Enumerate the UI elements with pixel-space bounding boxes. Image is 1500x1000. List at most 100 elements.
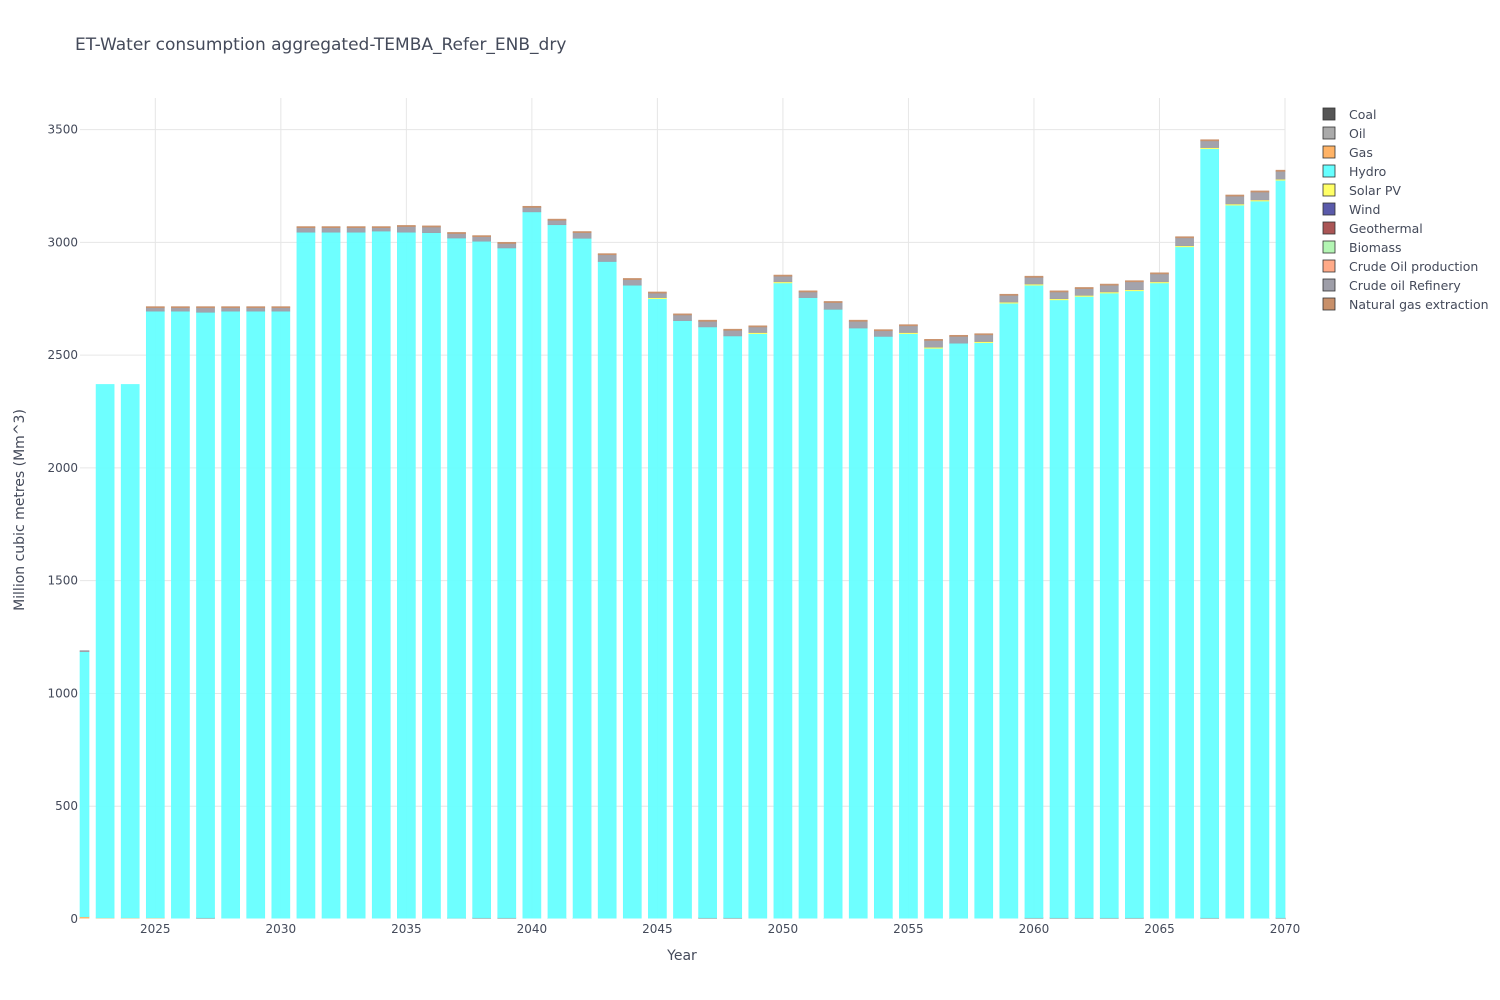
bar-hydro-2040: [522, 211, 542, 920]
legend-item-wind[interactable]: Wind: [1322, 202, 1380, 217]
legend-swatch: [1322, 202, 1336, 216]
x-tick-label: 2055: [893, 922, 924, 936]
bar-natural-gas-extraction-2038: [472, 235, 492, 238]
y-tick-label: 1500: [47, 574, 78, 588]
bar-crude-oil-refinery-2062: [1074, 288, 1094, 296]
bar-natural-gas-extraction-2044: [622, 278, 642, 280]
bar-crude-oil-refinery-2041: [547, 219, 567, 226]
legend-label: Crude oil Refinery: [1349, 278, 1461, 293]
bar-crude-oil-refinery-2057: [949, 336, 968, 344]
bar-hydro-2064: [1125, 290, 1144, 919]
legend-swatch: [1322, 107, 1336, 121]
bar-crude-oil-refinery-2027: [196, 307, 215, 313]
x-tick-label: 2070: [1270, 922, 1301, 936]
bar-hydro-2055: [899, 333, 918, 920]
bar-crude-oil-refinery-2045: [648, 292, 667, 298]
bar-natural-gas-extraction-2060: [1024, 275, 1044, 278]
x-axis-ticks: 2025 2030 2035 2040 2045 2050 2055 2060 2065 2070: [140, 922, 1300, 936]
legend-label: Oil: [1349, 126, 1366, 141]
bar-natural-gas-extraction-2043: [597, 253, 617, 256]
legend-item-hydro[interactable]: Hydro: [1322, 164, 1386, 179]
bar-crude-oil-refinery-2029: [246, 307, 266, 312]
bar-crude-oil-refinery-2056: [924, 340, 943, 348]
y-tick-label: 500: [55, 799, 78, 813]
y-tick-label: 3000: [47, 235, 78, 249]
bar-crude-oil-refinery-2046: [673, 314, 692, 321]
bar-hydro-2065: [1150, 282, 1169, 920]
bar-natural-gas-extraction-2045: [648, 291, 667, 294]
y-tick-label: 0: [70, 912, 78, 926]
bar-natural-gas-extraction-2054: [873, 329, 893, 332]
bar-hydro-2037: [447, 237, 466, 919]
bar-hydro-2067: [1200, 148, 1220, 919]
legend-item-geothermal[interactable]: Geothermal: [1322, 221, 1423, 236]
bar-crude-oil-refinery-2025: [145, 307, 165, 312]
bar-crude-oil-refinery-2035: [397, 226, 416, 233]
legend-item-coal[interactable]: Coal: [1322, 107, 1377, 122]
bar-natural-gas-extraction-2042: [572, 231, 592, 233]
legend-label: Solar PV: [1349, 183, 1401, 198]
x-tick-label: 2025: [140, 922, 171, 936]
bar-crude-oil-refinery-2039: [497, 243, 517, 249]
legend-label: Gas: [1349, 145, 1373, 160]
legend-swatch: [1322, 164, 1336, 178]
bar-crude-oil-refinery-2055: [899, 325, 918, 333]
bar-crude-oil-refinery-2030: [271, 307, 291, 312]
bar-hydro-2069: [1250, 200, 1270, 919]
bar-crude-oil-refinery-2065: [1150, 273, 1169, 283]
bar-crude-oil-refinery-2032: [321, 227, 341, 233]
bar-natural-gas-extraction-2036: [422, 225, 441, 228]
legend-item-oil[interactable]: Oil: [1322, 126, 1366, 141]
bar-hydro-2025: [145, 310, 165, 919]
bar-hydro-2041: [547, 224, 567, 919]
bar-natural-gas-extraction-2026: [171, 306, 190, 309]
bar-natural-gas-extraction-2025: [145, 306, 165, 309]
bar-natural-gas-extraction-2068: [1225, 194, 1245, 197]
bar-hydro-2033: [346, 231, 366, 920]
bar-hydro-2063: [1099, 292, 1119, 919]
bar-crude-oil-refinery-2048: [723, 330, 743, 337]
bar-hydro-2022: [79, 651, 90, 918]
bar-natural-gas-extraction-2030: [271, 306, 291, 309]
bar-natural-gas-extraction-2056: [924, 339, 943, 341]
bar-crude-oil-refinery-2061: [1049, 291, 1069, 300]
legend-item-natural-gas-extraction[interactable]: Natural gas extraction: [1322, 297, 1489, 312]
legend-item-solar-pv[interactable]: Solar PV: [1322, 183, 1401, 198]
bar-crude-oil-refinery-2034: [371, 227, 391, 232]
legend-item-crude-oil-production[interactable]: Crude Oil production: [1322, 259, 1478, 274]
legend-item-biomass[interactable]: Biomass: [1322, 240, 1402, 255]
bar-natural-gas-extraction-2035: [397, 225, 416, 227]
legend-swatch: [1322, 297, 1336, 311]
bar-hydro-2032: [321, 231, 341, 920]
bar-hydro-2028: [221, 310, 240, 920]
bar-hydro-2052: [823, 309, 843, 919]
bar-hydro-2046: [673, 320, 692, 919]
bar-crude-oil-refinery-2060: [1024, 277, 1044, 285]
bar-hydro-2057: [949, 342, 968, 919]
legend-label: Hydro: [1349, 164, 1386, 179]
bar-natural-gas-extraction-2048: [723, 328, 743, 331]
bar-crude-oil-refinery-2051: [798, 291, 818, 298]
legend-swatch: [1322, 240, 1336, 254]
x-tick-label: 2060: [1019, 922, 1050, 936]
bar-natural-gas-extraction-2040: [522, 205, 542, 208]
bar-hydro-2042: [572, 237, 592, 919]
legend-item-gas[interactable]: Gas: [1322, 145, 1373, 160]
bar-hydro-2066: [1175, 246, 1194, 920]
bar-hydro-2031: [296, 231, 316, 920]
x-tick-label: 2035: [391, 922, 422, 936]
bar-crude-oil-refinery-2049: [748, 326, 768, 333]
bar-hydro-2026: [171, 310, 190, 920]
legend-item-crude-oil-refinery[interactable]: Crude oil Refinery: [1322, 278, 1461, 293]
chart-title: ET-Water consumption aggregated-TEMBA_Re…: [75, 35, 566, 55]
bar-crude-oil-refinery-2066: [1175, 237, 1194, 247]
bar-hydro-2050: [773, 282, 793, 920]
bar-hydro-2053: [848, 327, 868, 920]
bar-hydro-2058: [974, 342, 994, 920]
bar-natural-gas-extraction-2033: [346, 226, 366, 228]
y-tick-label: 3500: [47, 123, 78, 137]
legend-label: Wind: [1349, 202, 1380, 217]
bar-hydro-2048: [723, 335, 743, 919]
bar-natural-gas-extraction-2066: [1175, 236, 1194, 239]
